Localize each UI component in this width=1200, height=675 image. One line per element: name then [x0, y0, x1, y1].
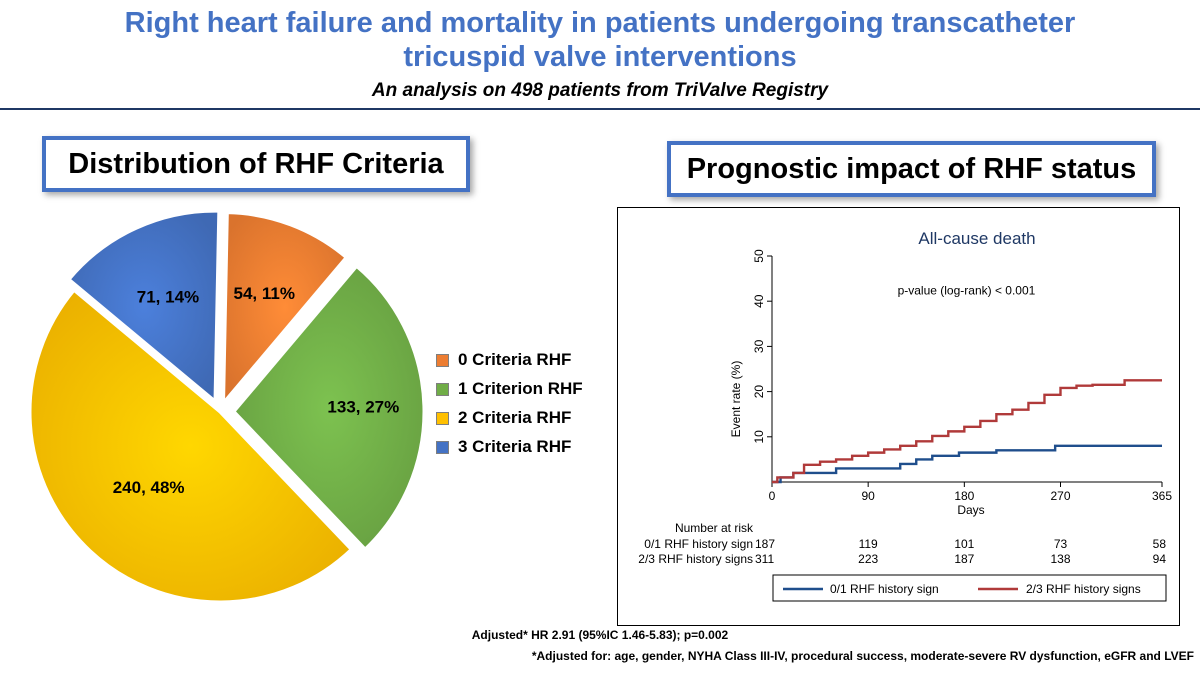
title-line-2: tricuspid valve interventions [403, 41, 797, 73]
legend-label: 2 Criteria RHF [458, 408, 572, 427]
legend-item-3-criteria-rhf: 3 Criteria RHF [436, 433, 583, 461]
pie-data-label: 54, 11% [234, 284, 295, 303]
legend-label: 0 Criteria RHF [458, 350, 572, 369]
km-curve-0-1-rhf-history-sign [772, 444, 1162, 484]
legend-item-0-criteria-rhf: 0 Criteria RHF [436, 346, 583, 374]
adjustment-note: *Adjusted for: age, gender, NYHA Class I… [531, 649, 1194, 663]
km-y-tick-label: 50 [752, 249, 766, 263]
pie-data-label: 240, 48% [113, 478, 185, 497]
risk-value: 73 [1054, 537, 1068, 551]
km-pvalue-annotation: p-value (log-rank) < 0.001 [898, 283, 1036, 297]
km-chart: All-cause death 10 20 30 40 50 0 90 180 270 365 Day… [638, 229, 1172, 602]
km-x-tick-label: 90 [861, 489, 875, 503]
pie-data-label: 71, 14% [137, 287, 199, 306]
pie-slice-0-criteria-rhf [221, 211, 349, 407]
risk-value: 101 [954, 537, 974, 551]
km-y-tick-label: 20 [752, 385, 766, 399]
risk-value: 119 [859, 537, 878, 551]
km-x-tick-label: 270 [1050, 489, 1070, 503]
km-y-tick-label: 10 [752, 430, 766, 444]
legend-swatch [436, 382, 449, 396]
risk-value: 138 [1050, 552, 1070, 566]
km-legend-box [772, 574, 1167, 602]
legend-swatch [436, 411, 449, 425]
page-title: Right heart failure and mortality in pat… [0, 6, 1200, 74]
risk-value: 58 [1153, 537, 1167, 551]
pie-slice-3-criteria-rhf [66, 209, 221, 405]
km-x-tick-label: 0 [769, 489, 776, 503]
km-legend-label: 2/3 RHF history signs [1026, 582, 1141, 596]
risk-value: 311 [755, 552, 774, 566]
title-line-1: Right heart failure and mortality in pat… [124, 7, 1076, 39]
km-y-tick-label: 40 [752, 294, 766, 308]
legend-label: 3 Criteria RHF [458, 437, 572, 456]
pie-slice-2-criteria-rhf [28, 288, 354, 604]
legend-swatch [436, 353, 449, 367]
page-subtitle: An analysis on 498 patients from TriValv… [371, 80, 829, 101]
pie-panel-heading: Distribution of RHF Criteria [42, 136, 470, 192]
km-curve-2-3-rhf-history-signs [772, 379, 1162, 484]
legend-swatch [436, 440, 449, 454]
km-legend-label: 0/1 RHF history sign [830, 582, 939, 596]
hazard-ratio-note: Adjusted* HR 2.91 (95%IC 1.46-5.83); p=0… [471, 628, 729, 642]
pie-chart: 54, 11% 133, 27% 240, 48% 71, 14% [28, 209, 426, 604]
risk-value: 187 [954, 552, 974, 566]
km-title: All-cause death [918, 229, 1035, 248]
risk-value: 223 [858, 552, 878, 566]
km-panel-heading: Prognostic impact of RHF status [667, 141, 1156, 197]
pie-legend: 0 Criteria RHF 1 Criterion RHF 2 Criteria … [436, 346, 583, 462]
legend-item-1-criterion-rhf: 1 Criterion RHF [436, 375, 583, 403]
km-panel: All-cause death 10 20 30 40 50 0 90 180 270 365 Day… [617, 207, 1180, 626]
km-x-axis-label: Days [957, 503, 984, 517]
legend-item-2-criteria-rhf: 2 Criteria RHF [436, 404, 583, 432]
risk-value: 187 [755, 537, 775, 551]
km-y-axis-label: Event rate (%) [729, 361, 743, 438]
km-x-tick-label: 365 [1152, 489, 1172, 503]
risk-value: 94 [1153, 552, 1167, 566]
risk-table-title: Number at risk [675, 521, 754, 535]
km-x-tick-label: 180 [954, 489, 974, 503]
km-y-tick-label: 30 [752, 339, 766, 353]
header-divider [0, 108, 1200, 110]
pie-data-label: 133, 27% [327, 398, 399, 417]
risk-row-label: 0/1 RHF history sign [644, 537, 753, 551]
legend-label: 1 Criterion RHF [458, 379, 583, 398]
risk-row-label: 2/3 RHF history signs [638, 552, 753, 566]
pie-slice-1-criterion-rhf [231, 264, 426, 552]
